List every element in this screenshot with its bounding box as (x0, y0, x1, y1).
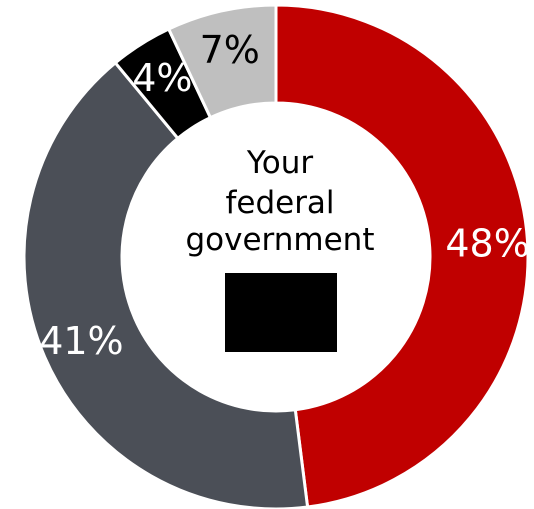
redacted-box (225, 273, 337, 352)
center-text-line-3: government (186, 222, 375, 258)
slice-label-41pct: 41% (39, 319, 123, 363)
center-text-line-2: federal (225, 185, 334, 221)
slice-labels: 48% 41% 4%7% (39, 28, 530, 363)
center-text-line-1: Your (246, 145, 313, 181)
slice-label-48pct: 48% (445, 222, 529, 266)
slice-label-4pct: 4% (132, 56, 192, 100)
center-label: Your federal government (186, 145, 375, 352)
donut-slice-41pct (22, 60, 310, 509)
slice-label-7pct: 7% (200, 28, 260, 72)
donut-slice-7pct (166, 3, 278, 120)
donut-slices (22, 3, 530, 509)
donut-slice-48pct (274, 3, 530, 509)
